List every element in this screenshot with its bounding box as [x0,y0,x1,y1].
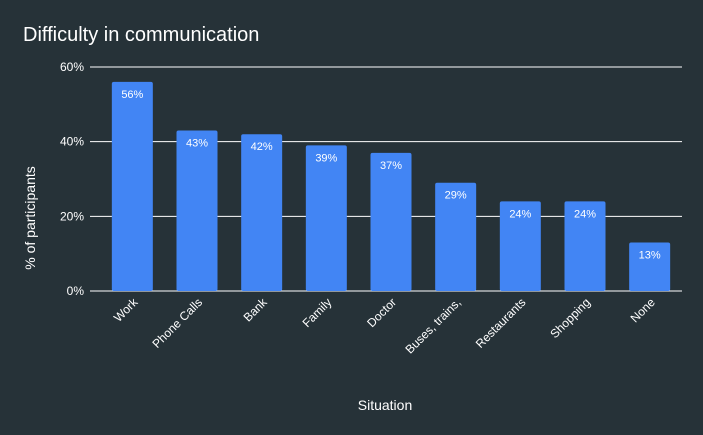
bar [499,201,541,291]
bar [370,152,412,291]
x-tick-label: Shopping [547,295,593,341]
y-axis-title: % of participants [22,166,38,270]
y-tick-label: 40% [60,135,84,149]
x-axis-ticks: Work Phone Calls Bank Family Doctor Buses, tr… [111,295,658,357]
bar [241,134,283,291]
data-label: 56% [121,89,143,101]
y-tick-label: 0% [67,284,85,298]
bar [629,242,671,291]
data-label: 29% [445,190,467,202]
data-labels: 56% 43% 42% 39% 37% 29% 24% 24% 13% [121,89,661,262]
bar [564,201,606,291]
y-tick-label: 60% [60,60,84,74]
bar [305,145,347,291]
data-label: 42% [251,141,273,153]
data-label: 37% [380,160,402,172]
y-tick-label: 20% [60,209,84,223]
y-axis-ticks: 0% 20% 40% 60% [60,60,84,298]
data-label: 24% [574,208,596,220]
bars [111,81,671,291]
data-label: 13% [639,249,661,261]
bar [176,130,218,291]
x-tick-label: Work [111,295,141,325]
data-label: 43% [186,137,208,149]
x-tick-label: Buses, trains, [402,295,463,356]
x-tick-label: Bank [241,295,271,325]
x-tick-label: Restaurants [473,295,529,351]
x-tick-label: Doctor [364,295,399,330]
chart-title: Difficulty in communication [23,24,259,46]
bar [435,182,477,291]
x-axis-title: Situation [358,397,412,413]
bar [111,81,153,291]
data-label: 39% [315,152,337,164]
data-label: 24% [509,208,531,220]
x-tick-label: None [628,295,658,325]
x-tick-label: Phone Calls [149,295,205,351]
x-tick-label: Family [300,295,335,330]
